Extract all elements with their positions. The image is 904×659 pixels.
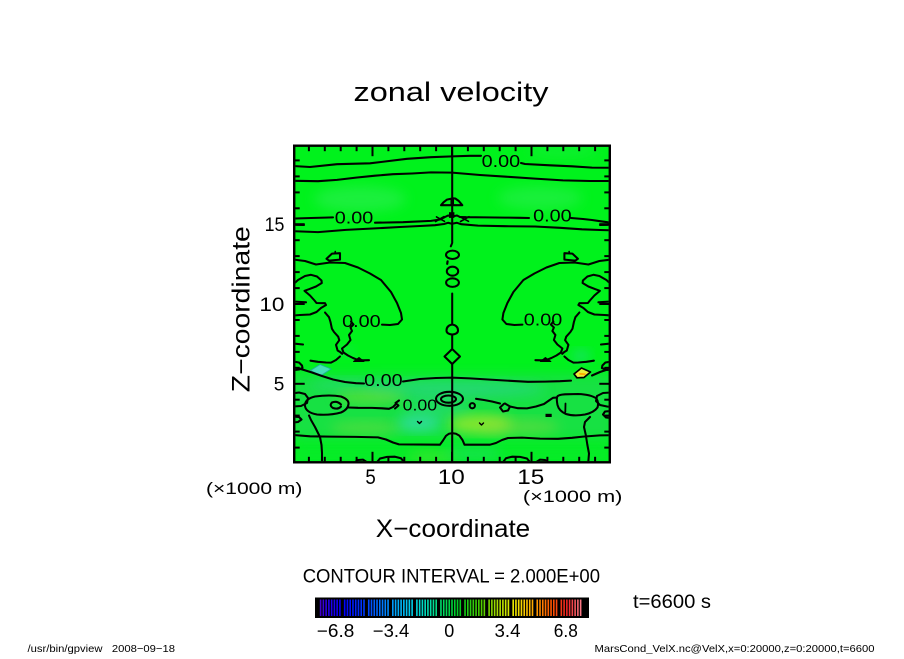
svg-text:0.00: 0.00 [342, 311, 381, 331]
svg-text:CONTOUR INTERVAL = 2.000E+00: CONTOUR INTERVAL = 2.000E+00 [303, 565, 600, 587]
svg-text:t=6600 s: t=6600 s [633, 591, 711, 613]
svg-text:MarsCond_VelX.nc@VelX,x=0:2000: MarsCond_VelX.nc@VelX,x=0:20000,z=0:2000… [595, 643, 875, 654]
svg-text:5: 5 [365, 465, 375, 489]
svg-text:0.00: 0.00 [364, 370, 403, 390]
svg-text:Z−coordinate: Z−coordinate [228, 226, 256, 392]
svg-text:/usr/bin/gpview 2008−09−18: /usr/bin/gpview 2008−09−18 [28, 643, 176, 654]
svg-text:0.00: 0.00 [533, 206, 572, 226]
svg-text:10: 10 [259, 294, 284, 316]
svg-text:0.00: 0.00 [524, 310, 563, 330]
svg-text:zonal velocity: zonal velocity [354, 77, 550, 107]
svg-text:−6.8: −6.8 [317, 621, 355, 641]
svg-text:0.00: 0.00 [403, 397, 438, 414]
svg-text:3.4: 3.4 [495, 621, 521, 641]
svg-text:0.00: 0.00 [335, 208, 374, 228]
svg-text:15: 15 [265, 214, 285, 236]
svg-text:X−coordinate: X−coordinate [376, 515, 530, 543]
svg-text:(×1000 m): (×1000 m) [523, 487, 623, 506]
svg-text:0.00: 0.00 [482, 151, 521, 171]
svg-text:5: 5 [274, 373, 285, 395]
svg-text:0: 0 [444, 621, 454, 641]
svg-text:15: 15 [517, 465, 544, 489]
svg-text:6.8: 6.8 [554, 621, 578, 641]
svg-text:(×1000 m): (×1000 m) [206, 479, 302, 498]
svg-text:10: 10 [438, 465, 465, 489]
svg-text:−3.4: −3.4 [373, 621, 410, 641]
